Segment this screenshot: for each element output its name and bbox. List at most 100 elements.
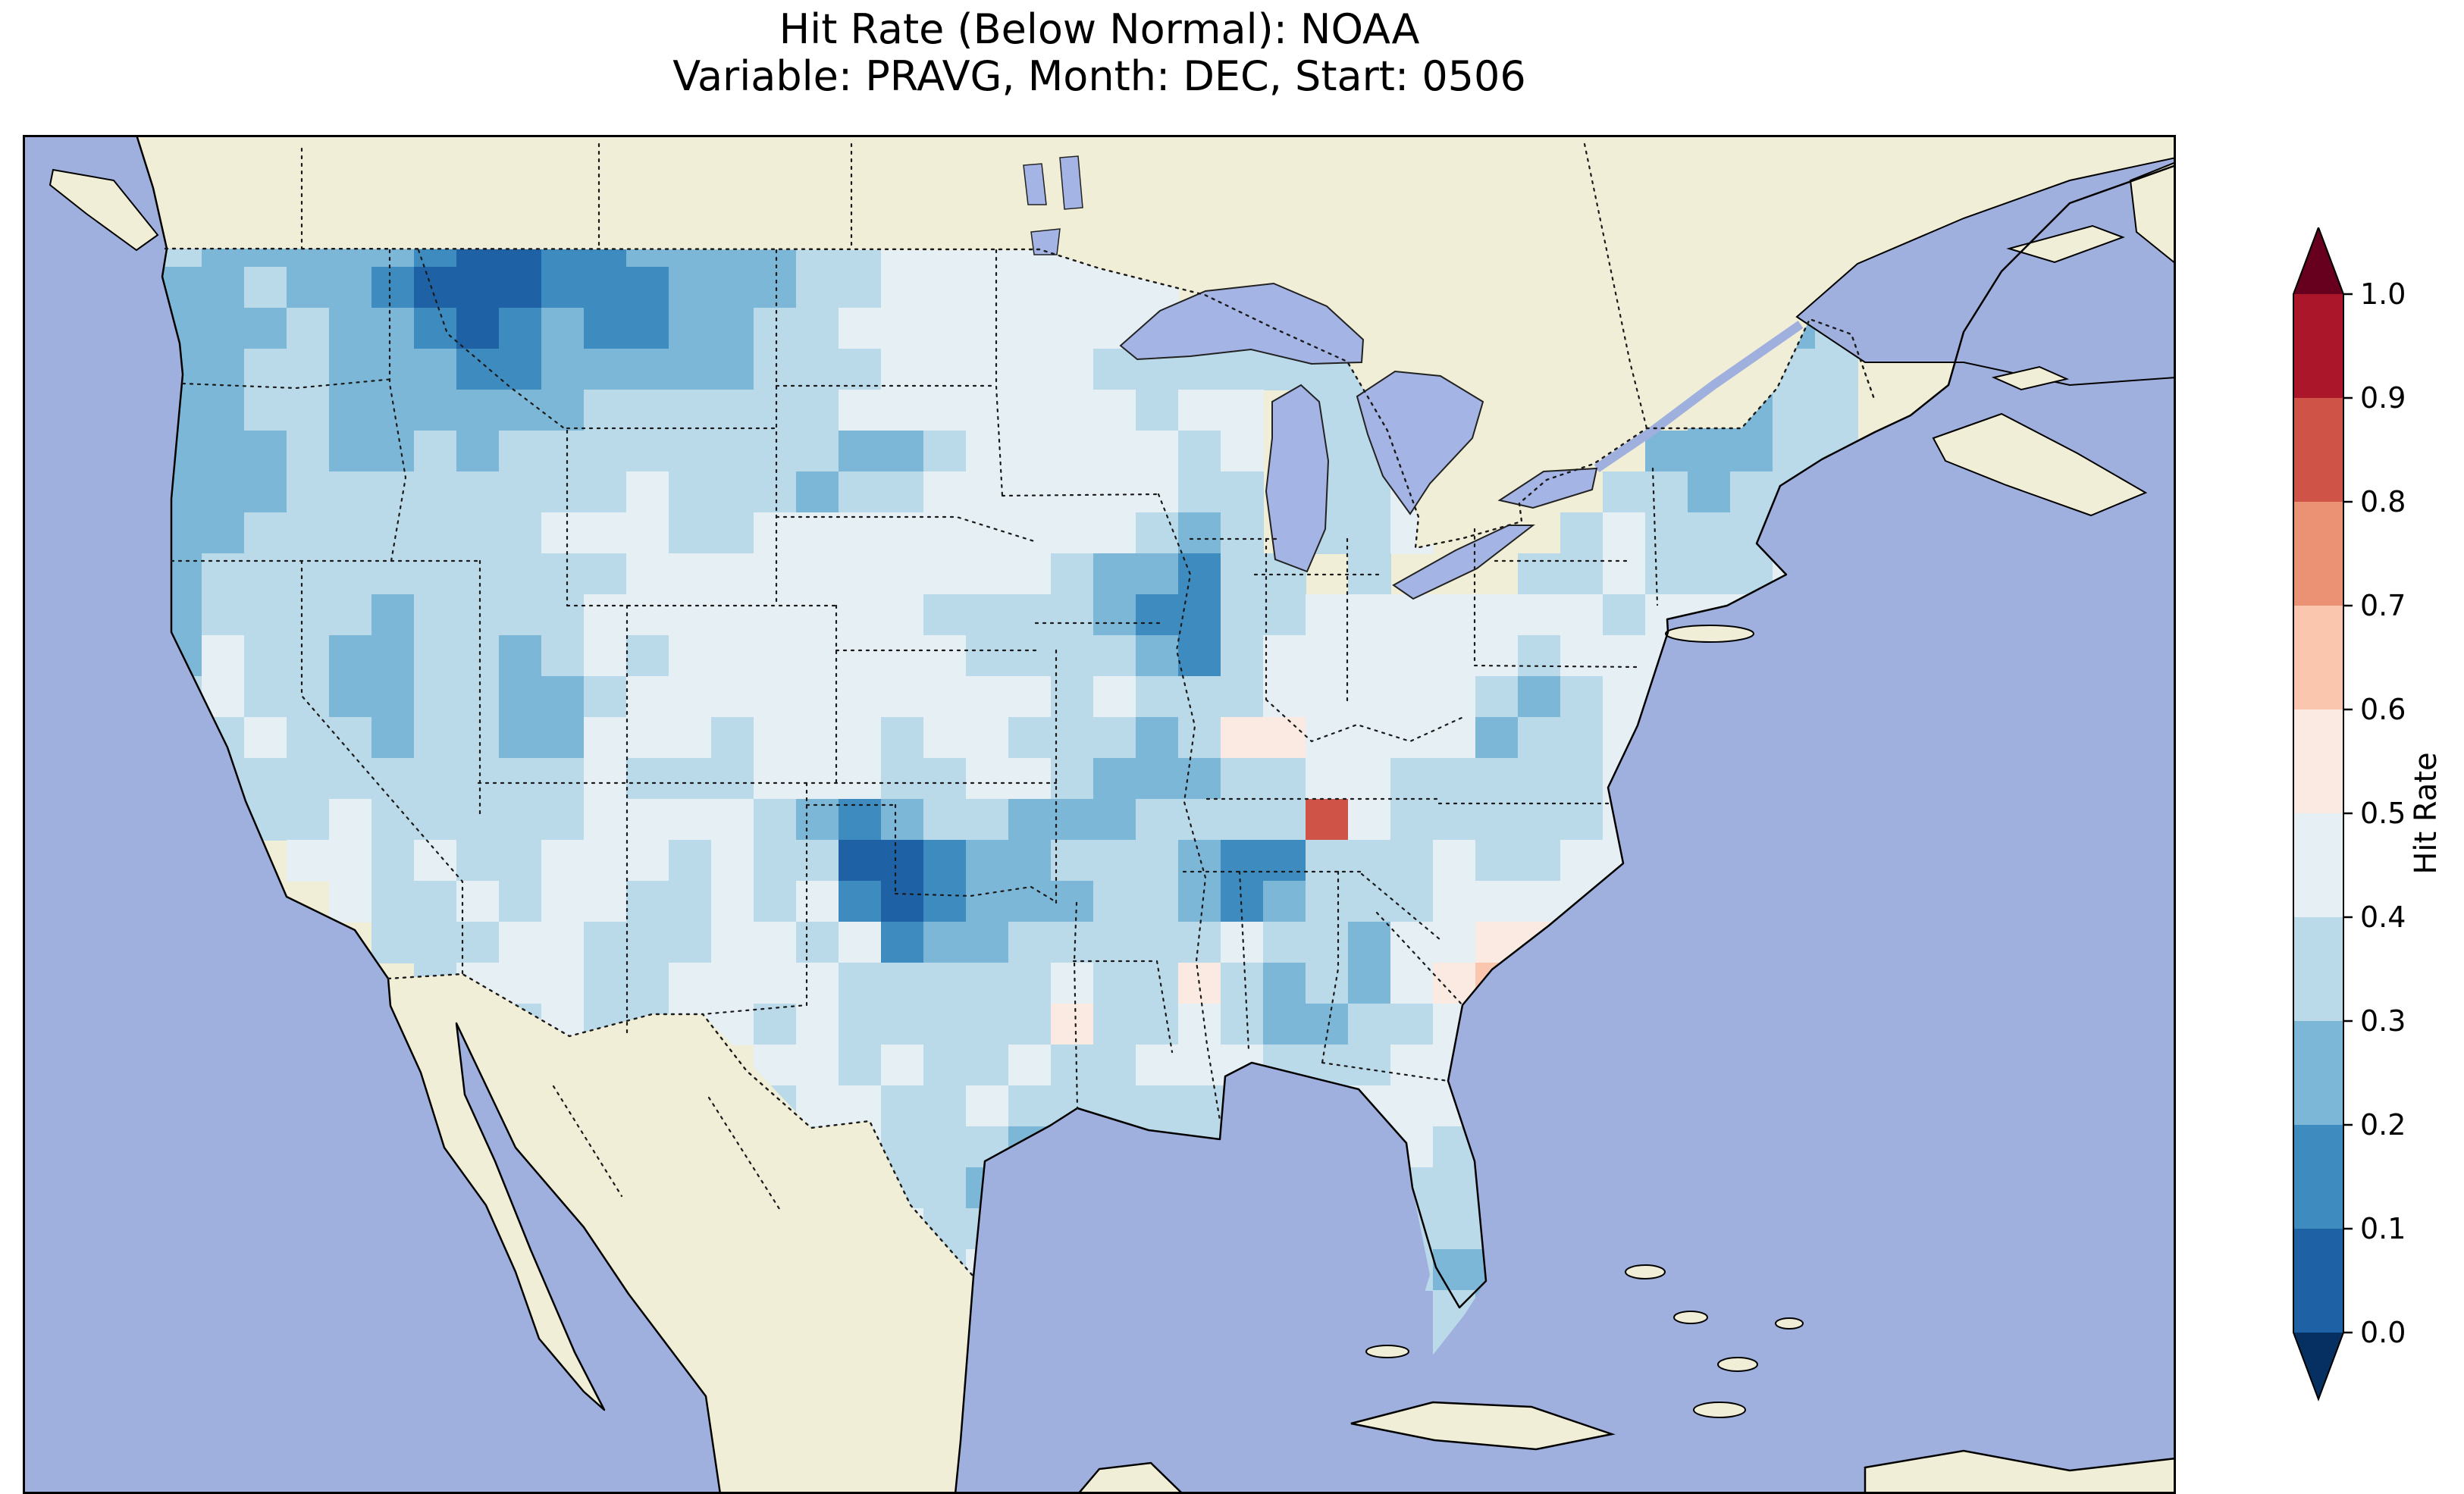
colorbar-bin xyxy=(2293,398,2343,503)
grid-cell xyxy=(1093,512,1136,554)
grid-cell xyxy=(796,881,839,922)
state-borders xyxy=(170,249,1659,1122)
grid-cell xyxy=(881,349,924,390)
grid-cell xyxy=(1093,553,1136,595)
st-lawrence-gulf-water xyxy=(1795,156,2176,387)
grid-cell xyxy=(1390,881,1434,922)
grid-cell xyxy=(202,635,245,677)
grid-cell xyxy=(1008,431,1052,472)
grid-cell xyxy=(1645,471,1688,513)
grid-cell xyxy=(371,553,415,595)
grid-cell xyxy=(796,1045,839,1086)
lake-winnipeg xyxy=(1023,155,1083,255)
grid-cell xyxy=(669,594,712,636)
grid-cell xyxy=(244,717,287,759)
grid-cell xyxy=(626,249,669,268)
grid-cell xyxy=(881,553,924,595)
grid-cell xyxy=(1136,471,1179,513)
grid-cell xyxy=(1688,512,1731,554)
grid-cell xyxy=(881,431,924,472)
grid-cell xyxy=(839,1085,882,1127)
grid-cell xyxy=(1178,717,1221,759)
grid-cell xyxy=(287,471,330,513)
grid-cell xyxy=(456,553,500,595)
grid-cell xyxy=(1136,840,1179,882)
grid-cell xyxy=(1433,1249,1476,1291)
grid-cell xyxy=(923,1167,967,1209)
grid-cell xyxy=(1645,512,1688,554)
grid-cell xyxy=(1306,963,1349,1004)
grid-cell xyxy=(626,471,669,513)
grid-cell xyxy=(1390,963,1434,1004)
grid-cell xyxy=(881,922,924,963)
grid-cell xyxy=(839,390,882,431)
grid-cell xyxy=(541,308,585,349)
lake-erie xyxy=(1392,525,1535,600)
grid-cell xyxy=(1093,881,1136,922)
grid-cell xyxy=(499,758,542,800)
grid-cell xyxy=(966,799,1009,841)
grid-cell xyxy=(1008,308,1052,349)
grid-cell xyxy=(669,799,712,841)
grid-cell xyxy=(626,594,669,636)
grid-cell xyxy=(626,758,669,800)
grid-cell xyxy=(923,758,967,800)
grid-cell xyxy=(329,635,372,677)
grid-cell xyxy=(1051,676,1094,718)
grid-cell xyxy=(754,249,797,268)
grid-cell xyxy=(244,471,287,513)
grid-cell xyxy=(1008,840,1052,882)
grid-cell xyxy=(881,1085,924,1127)
grid-cell xyxy=(881,308,924,349)
grid-cell xyxy=(414,431,457,472)
grid-cell xyxy=(923,267,967,309)
grid-cell xyxy=(1051,594,1094,636)
grid-cell xyxy=(1093,594,1136,636)
grid-cell xyxy=(1475,840,1519,882)
colorbar-bin xyxy=(2293,813,2343,918)
lake-ontario xyxy=(1497,467,1598,509)
colorbar-tick-label: 0.2 xyxy=(2360,1108,2406,1142)
grid-cell xyxy=(1051,635,1094,677)
grid-cell xyxy=(244,676,287,718)
grid-cell xyxy=(669,512,712,554)
grid-cell xyxy=(371,512,415,554)
grid-cell xyxy=(923,799,967,841)
grid-cell xyxy=(1221,840,1264,882)
grid-cell xyxy=(202,308,245,349)
grid-cell xyxy=(541,799,585,841)
grid-cell xyxy=(626,963,669,1004)
grid-cell xyxy=(1221,881,1264,922)
grid-cell xyxy=(1136,390,1179,431)
grid-cell xyxy=(329,267,372,309)
grid-cell xyxy=(202,249,245,268)
grid-cell xyxy=(1136,799,1179,841)
grid-cell xyxy=(1263,594,1306,636)
grid-cell xyxy=(1136,1085,1179,1127)
grid-cell xyxy=(414,512,457,554)
grid-cell xyxy=(796,758,839,800)
colorbar-tick-label: 0.1 xyxy=(2360,1212,2406,1245)
grid-cell xyxy=(1221,1004,1264,1045)
grid-cell xyxy=(456,349,500,390)
grid-cell xyxy=(754,308,797,349)
grid-cell xyxy=(244,267,287,309)
grid-cell xyxy=(1390,594,1434,636)
grid-cell xyxy=(329,881,372,922)
grid-cell xyxy=(711,249,754,268)
grid-cell xyxy=(1263,799,1306,841)
grid-cell xyxy=(754,758,797,800)
grid-cell xyxy=(1306,799,1349,841)
grid-cell xyxy=(626,881,669,922)
lake-huron xyxy=(1356,370,1484,515)
colorbar-tick-label: 0.0 xyxy=(2360,1316,2406,1349)
grid-cell xyxy=(1136,963,1179,1004)
grid-cell xyxy=(839,267,882,309)
grid-cell xyxy=(1051,1045,1094,1086)
grid-cell xyxy=(1560,758,1603,800)
grid-cell xyxy=(202,594,245,636)
grid-cell xyxy=(923,471,967,513)
grid-cell xyxy=(839,308,882,349)
bahamas-island xyxy=(1693,1402,1746,1418)
grid-cell xyxy=(1221,512,1264,554)
